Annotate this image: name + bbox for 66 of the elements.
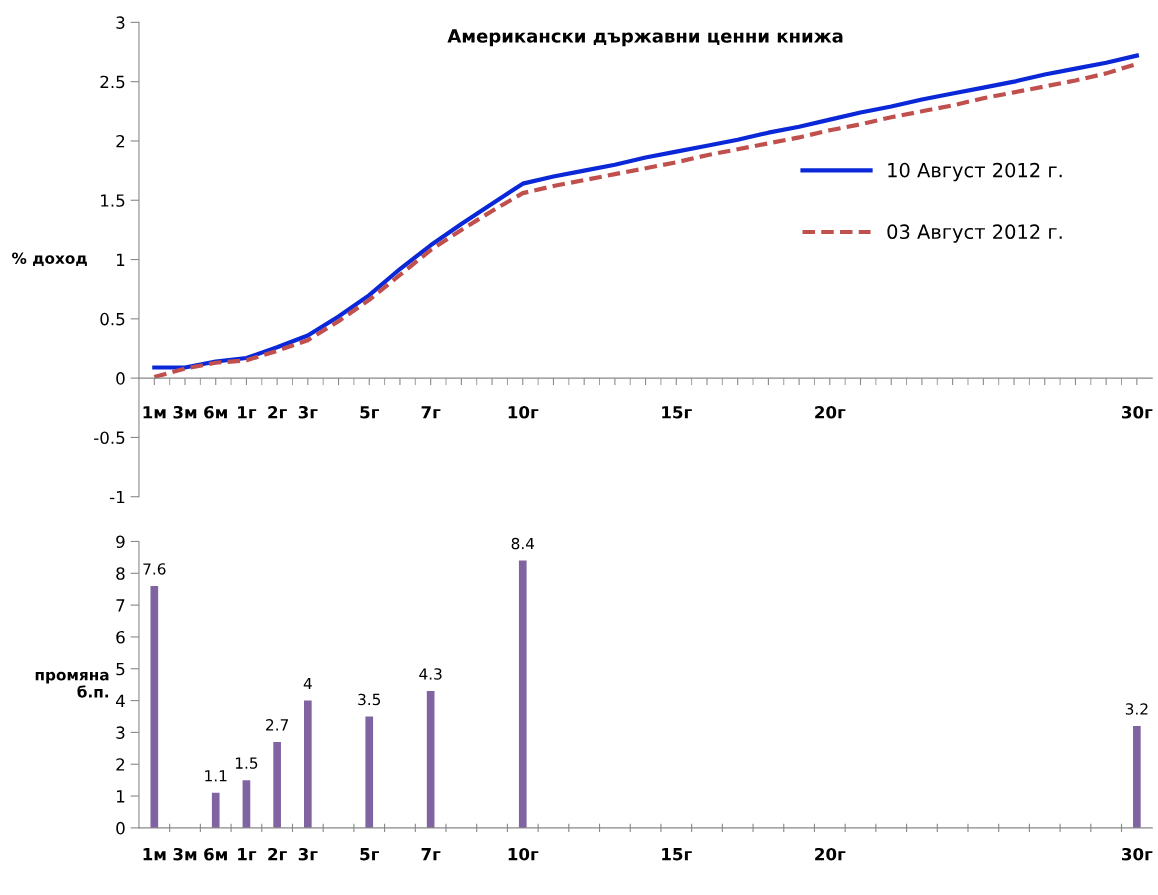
x-tick-label: 1м [143,406,166,419]
data-label: 4 [303,677,312,690]
bar [1133,726,1141,828]
y-tick-label: 8 [116,567,125,580]
y-tick-label: 6 [116,630,125,644]
x-tick-label: 1г [238,406,257,419]
y-tick-label: 7 [116,599,125,612]
x-tick-label: 1м [143,848,166,861]
y-tick-label: 2.5 [100,75,125,89]
y-tick-label: -1 [109,490,125,504]
x-tick-label: 3г [298,405,318,419]
x-tick-label: 7г [421,848,441,861]
x-tick-label: 5г [360,848,379,861]
x-tick-label: 1г [238,848,257,861]
x-tick-label: 3м [173,847,197,861]
x-tick-label: 10г [508,847,539,861]
x-tick-label: 30г [1122,847,1153,861]
x-tick-label: 7г [421,406,441,419]
x-tick-label: 20г [815,847,846,861]
legend-label: 03 Август 2012 г. [887,224,1062,243]
bar [426,691,435,828]
x-tick-label: 6м [204,847,227,861]
data-label: 3.5 [358,693,381,706]
bar [365,716,374,828]
legend-label: 10 Август 2012 г. [888,162,1062,182]
y-tick-label: 4 [115,694,125,707]
x-tick-label: 15г [662,848,692,861]
bar [211,792,220,828]
x-tick-label: 6м [204,405,227,419]
chart-title: Американски държавни ценни книжа [447,29,843,47]
y-axis-title: промяна б.п. [35,671,109,698]
y-tick-label: 0.5 [100,312,125,326]
x-tick-label: 3м [173,405,197,419]
y-tick-label: 3 [116,726,125,739]
y-tick-label: 1.5 [101,194,125,207]
x-tick-label: 3г [298,847,318,861]
x-tick-label: 10г [508,405,539,419]
y-tick-label: 1 [116,790,125,803]
x-tick-label: 5г [360,406,379,419]
y-tick-label: 1 [116,253,125,266]
y-tick-label: 0 [116,372,125,385]
x-tick-label: 15г [662,406,692,419]
data-label: 1.5 [235,757,258,769]
y-tick-label: 5 [116,662,125,676]
bar [242,780,251,828]
x-tick-label: 2г [268,847,287,861]
bar [150,586,159,828]
y-tick-label: 2 [116,134,125,148]
y-tick-label: 0 [116,821,125,835]
data-label: 3.2 [1125,703,1148,715]
x-tick-label: 30г [1122,405,1153,419]
x-tick-label: 20г [815,405,846,419]
bar [273,741,281,828]
x-tick-label: 2г [268,405,287,419]
y-tick-label: -0.5 [94,431,125,444]
bar [304,700,312,828]
y-axis-title: % доход [12,252,87,266]
data-label: 7.6 [143,563,166,575]
data-label: 8.4 [511,537,535,550]
data-label: 1.1 [205,770,227,782]
y-tick-label: 2 [116,758,125,771]
y-tick-label: 3 [116,16,125,29]
bar [518,560,527,828]
data-label: 2.7 [266,719,288,731]
data-label: 4.3 [419,668,442,680]
y-tick-label: 9 [116,535,125,549]
